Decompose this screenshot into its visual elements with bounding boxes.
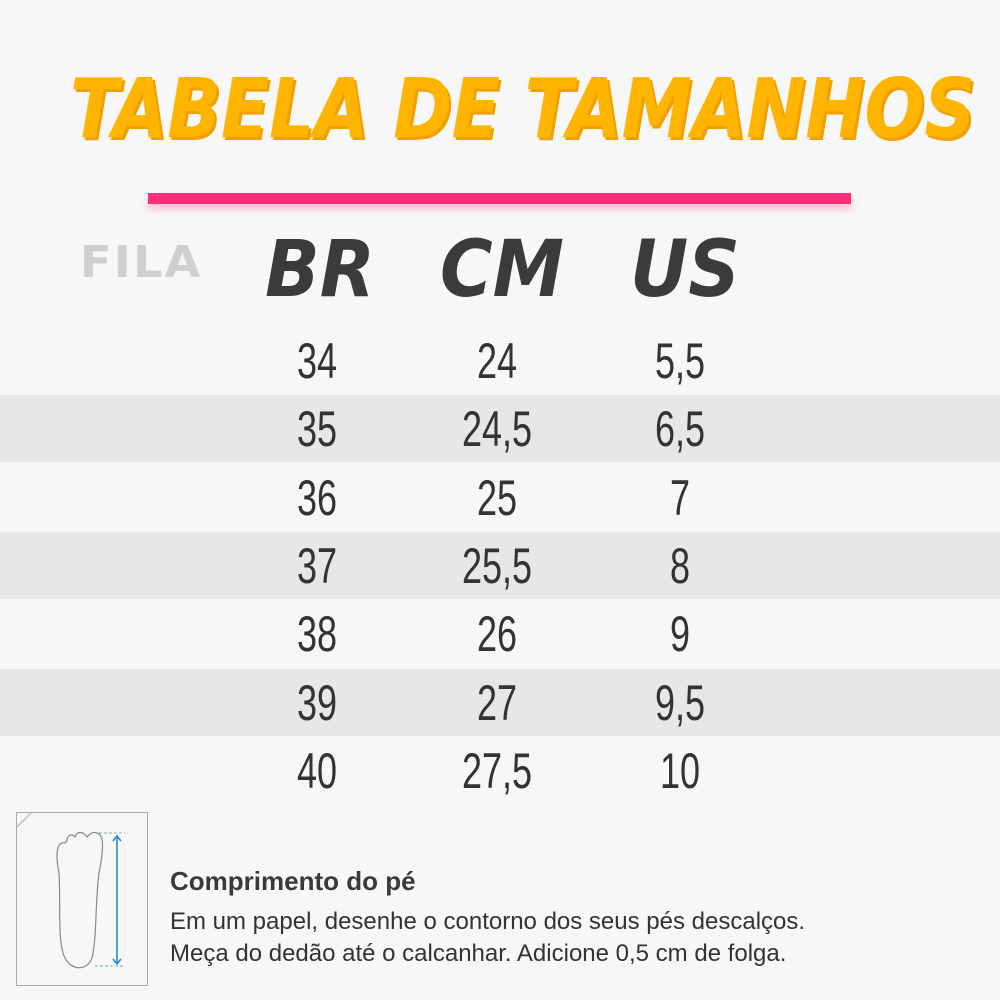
cell-us: 8 (669, 537, 691, 594)
divider-line (148, 193, 851, 204)
row-stripe (0, 531, 1000, 599)
cell-br: 34 (296, 333, 338, 389)
cell-us: 6,5 (654, 401, 706, 458)
cell-cm: 27 (476, 674, 518, 731)
cell-cm: 24 (476, 333, 518, 389)
header-cm: CM (439, 225, 565, 315)
cell-br: 40 (296, 742, 338, 799)
cell-br: 39 (296, 674, 338, 731)
cell-br: 38 (296, 606, 338, 663)
cell-cm: 24,5 (461, 401, 533, 458)
brand-logo: FILA (80, 237, 203, 288)
cell-cm: 25,5 (461, 537, 533, 594)
row-stripe (0, 668, 1000, 736)
page-title: TABELA DE TAMANHOS (70, 62, 976, 157)
cell-us: 7 (669, 469, 691, 526)
row-stripe (0, 395, 1000, 463)
tip-line-1: Em um papel, desenhe o contorno dos seus… (170, 908, 806, 935)
cell-cm: 26 (476, 606, 518, 663)
cell-us: 10 (659, 742, 701, 799)
cell-br: 37 (296, 537, 338, 594)
tip-heading: Comprimento do pé (170, 866, 416, 896)
foot-measure-icon (16, 812, 148, 986)
tip-line-2: Meça do dedão até o calcanhar. Adicione … (170, 940, 787, 967)
header-us: US (630, 225, 740, 315)
header-br: BR (265, 225, 375, 315)
cell-br: 35 (296, 401, 338, 458)
cell-br: 36 (296, 469, 338, 526)
cell-us: 5,5 (654, 333, 706, 389)
cell-cm: 27,5 (461, 742, 533, 799)
cell-cm: 25 (476, 469, 518, 526)
cell-us: 9,5 (654, 674, 706, 731)
cell-us: 9 (669, 606, 691, 663)
